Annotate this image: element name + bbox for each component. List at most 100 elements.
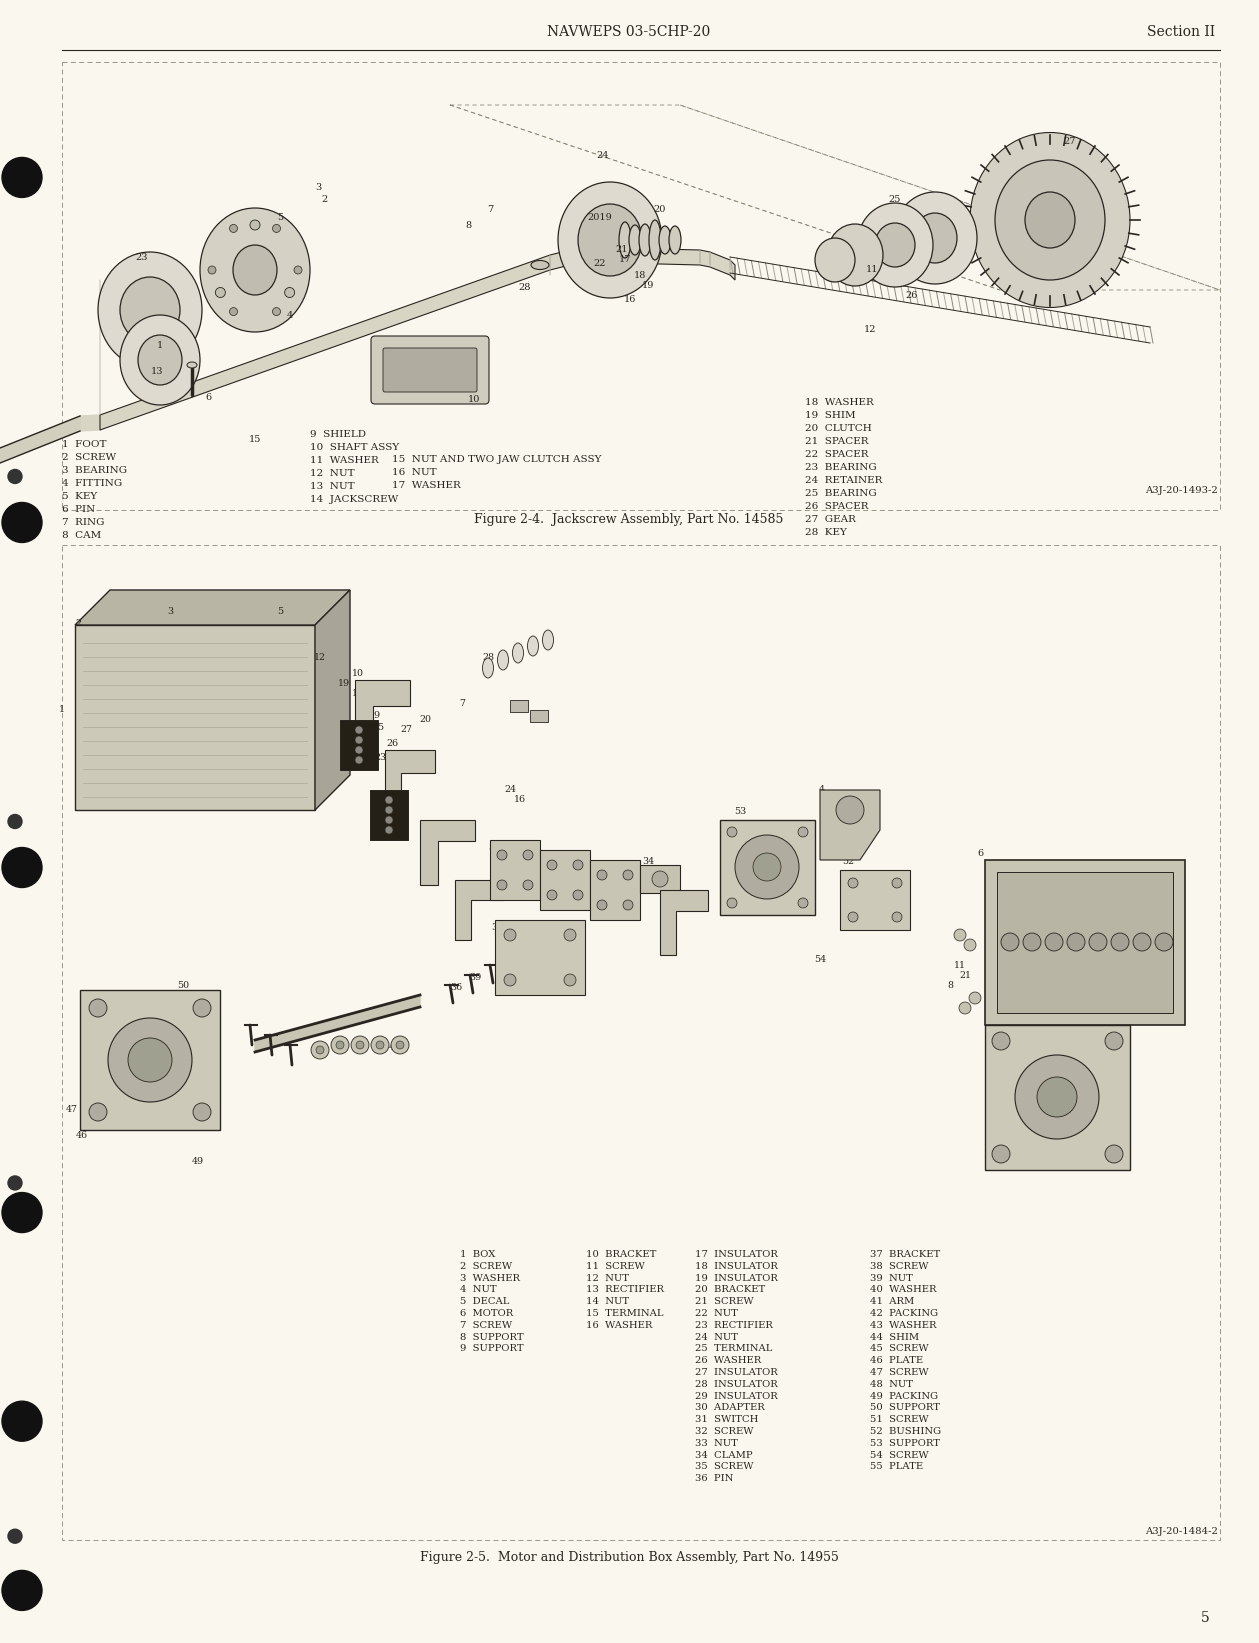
Circle shape	[108, 1019, 193, 1102]
Ellipse shape	[913, 214, 957, 263]
Text: 36  PIN: 36 PIN	[695, 1474, 734, 1484]
Text: 28: 28	[519, 284, 531, 292]
Text: 8  SUPPORT: 8 SUPPORT	[460, 1332, 524, 1342]
Text: 11: 11	[866, 266, 879, 274]
Text: 30: 30	[491, 922, 504, 932]
Text: A3J-20-1484-2: A3J-20-1484-2	[1146, 1526, 1217, 1536]
Text: 20: 20	[653, 205, 666, 215]
Text: 10: 10	[468, 396, 480, 404]
Text: 25: 25	[371, 723, 384, 731]
Ellipse shape	[138, 335, 183, 384]
Polygon shape	[315, 590, 350, 810]
Circle shape	[849, 912, 857, 922]
Text: 1  BOX: 1 BOX	[460, 1250, 495, 1259]
Ellipse shape	[188, 361, 196, 368]
Circle shape	[397, 1042, 404, 1048]
Text: 26: 26	[387, 738, 398, 748]
Text: NAVWEPS 03-5CHP-20: NAVWEPS 03-5CHP-20	[548, 25, 710, 39]
Circle shape	[504, 974, 516, 986]
Ellipse shape	[630, 225, 641, 255]
Ellipse shape	[640, 223, 651, 256]
Polygon shape	[660, 891, 708, 955]
Text: 22: 22	[594, 258, 607, 268]
Circle shape	[753, 853, 781, 881]
Bar	[490, 840, 540, 900]
Text: 34  CLAMP: 34 CLAMP	[695, 1451, 753, 1459]
Text: 12  NUT: 12 NUT	[310, 468, 355, 478]
Circle shape	[497, 881, 507, 891]
Bar	[997, 872, 1173, 1014]
Text: 10: 10	[353, 669, 364, 677]
Ellipse shape	[512, 642, 524, 664]
Text: 50: 50	[178, 981, 189, 989]
Circle shape	[193, 999, 212, 1017]
Text: 24  RETAINER: 24 RETAINER	[805, 476, 883, 485]
Text: 35  SCREW: 35 SCREW	[695, 1462, 753, 1472]
Text: 12  NUT: 12 NUT	[585, 1273, 630, 1283]
Ellipse shape	[969, 133, 1131, 307]
Ellipse shape	[669, 227, 681, 255]
Text: 18  INSULATOR: 18 INSULATOR	[695, 1262, 778, 1270]
Text: 34: 34	[642, 858, 655, 866]
Text: 25  BEARING: 25 BEARING	[805, 490, 876, 498]
Text: 43  WASHER: 43 WASHER	[870, 1321, 937, 1329]
Polygon shape	[256, 996, 421, 1052]
Text: 5  KEY: 5 KEY	[62, 491, 97, 501]
Circle shape	[1045, 933, 1063, 951]
Text: 15  TERMINAL: 15 TERMINAL	[585, 1309, 663, 1318]
Text: 22  NUT: 22 NUT	[695, 1309, 738, 1318]
Polygon shape	[820, 790, 880, 859]
Circle shape	[1110, 933, 1129, 951]
Text: 53: 53	[734, 807, 747, 817]
Circle shape	[356, 1042, 364, 1048]
Circle shape	[954, 928, 966, 941]
Circle shape	[522, 881, 533, 891]
Ellipse shape	[619, 222, 631, 258]
Text: 46: 46	[76, 1130, 88, 1140]
Text: 45: 45	[389, 1043, 402, 1052]
Text: 49: 49	[191, 1158, 204, 1167]
Circle shape	[355, 746, 363, 754]
Text: 52: 52	[842, 858, 854, 866]
Text: 1  FOOT: 1 FOOT	[62, 440, 107, 449]
Circle shape	[1105, 1032, 1123, 1050]
Text: 48: 48	[194, 994, 206, 1002]
Circle shape	[3, 1401, 42, 1441]
Text: 35: 35	[638, 869, 651, 877]
Text: 15: 15	[249, 435, 261, 445]
Text: 42  PACKING: 42 PACKING	[870, 1309, 938, 1318]
Ellipse shape	[558, 182, 662, 297]
Circle shape	[546, 891, 556, 900]
Circle shape	[1089, 933, 1107, 951]
Ellipse shape	[875, 223, 915, 268]
Text: 11  WASHER: 11 WASHER	[310, 457, 379, 465]
Text: Section II: Section II	[1147, 25, 1215, 39]
Circle shape	[295, 266, 302, 274]
Bar	[495, 920, 585, 996]
Circle shape	[3, 1193, 42, 1232]
Text: 25: 25	[889, 196, 901, 204]
Circle shape	[285, 288, 295, 297]
Circle shape	[1133, 933, 1151, 951]
Text: 9: 9	[1137, 956, 1143, 964]
Circle shape	[726, 826, 737, 836]
Text: 8: 8	[465, 220, 471, 230]
Text: 53  SUPPORT: 53 SUPPORT	[870, 1439, 940, 1447]
Text: 28  INSULATOR: 28 INSULATOR	[695, 1380, 778, 1388]
Text: 17  WASHER: 17 WASHER	[392, 481, 461, 490]
Text: 13: 13	[347, 726, 359, 734]
Text: 7: 7	[460, 700, 465, 708]
Text: 2: 2	[76, 619, 81, 629]
Circle shape	[497, 849, 507, 859]
Circle shape	[355, 756, 363, 764]
Text: 19: 19	[642, 281, 655, 289]
Circle shape	[969, 992, 981, 1004]
Circle shape	[3, 1571, 42, 1610]
Text: 12: 12	[313, 654, 326, 662]
Circle shape	[964, 940, 976, 951]
Polygon shape	[76, 590, 350, 624]
Text: 54: 54	[813, 956, 826, 964]
Text: 25  TERMINAL: 25 TERMINAL	[695, 1344, 772, 1354]
Circle shape	[891, 912, 901, 922]
Text: 18: 18	[633, 271, 646, 279]
